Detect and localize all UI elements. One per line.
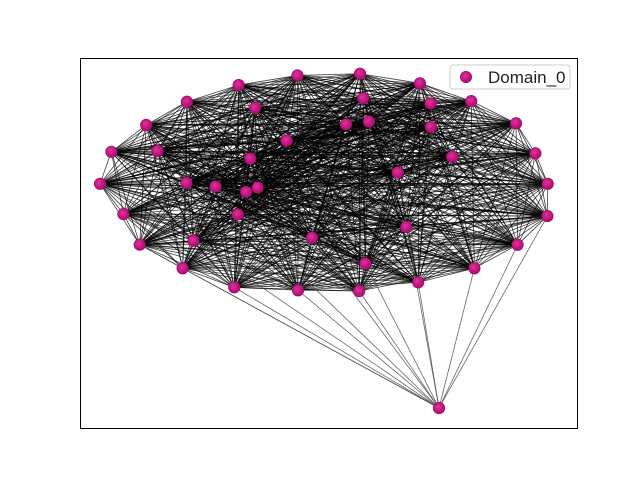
svg-text:Domain_0: Domain_0 (488, 68, 566, 87)
